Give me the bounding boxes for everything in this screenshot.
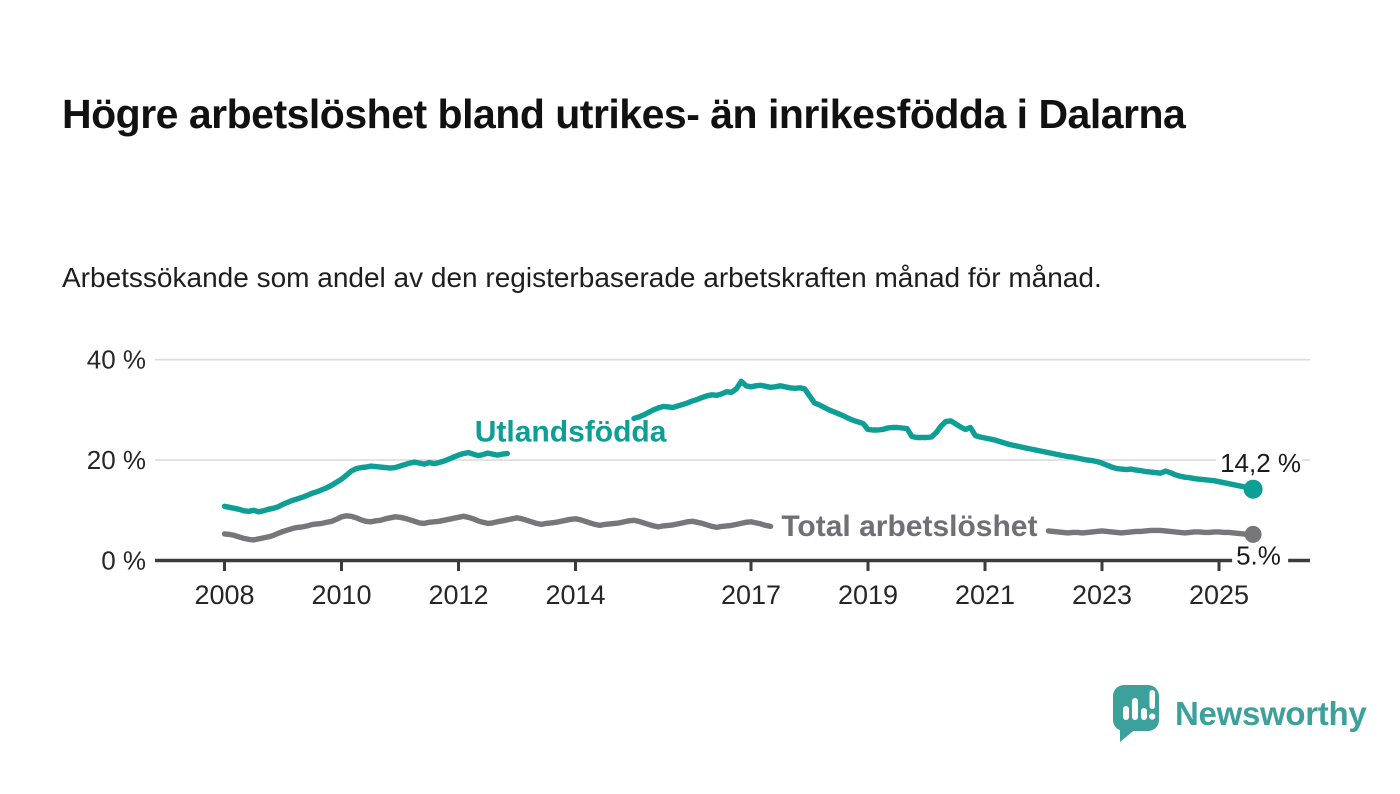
value-label-halo	[1216, 451, 1303, 479]
x-tick-label: 2023	[1072, 580, 1132, 610]
x-tick-label: 2017	[721, 580, 781, 610]
x-tick-label: 2010	[311, 580, 371, 610]
y-tick-label: 0 %	[101, 546, 146, 576]
total-end-dot	[1244, 525, 1262, 543]
x-tick-label: 2014	[545, 580, 605, 610]
total-line	[1045, 527, 1256, 538]
newsworthy-wordmark: Newsworthy	[1175, 695, 1367, 732]
utlandsfodda-line	[631, 378, 1256, 492]
x-tick-label: 2012	[428, 580, 488, 610]
total-value-label: 5.%	[1236, 540, 1281, 570]
value-label-halo	[1232, 543, 1289, 571]
utlandsfodda-value-label: 14,2 %	[1220, 448, 1301, 478]
x-tick-label: 2025	[1189, 580, 1249, 610]
newsworthy-speech-bubble-bar-chart-icon	[1113, 685, 1159, 742]
x-tick-label: 2008	[194, 580, 254, 610]
x-tick-label: 2019	[838, 580, 898, 610]
utlandsfodda-series-label: Utlandsfödda	[475, 416, 667, 449]
newsworthy-logo: Newsworthy	[1112, 684, 1367, 744]
total-series-label: Total arbetslöshet	[781, 510, 1037, 543]
y-tick-label: 20 %	[87, 445, 146, 475]
chart-subtitle: Arbetssökande som andel av den registerb…	[62, 262, 1102, 293]
x-tick-label: 2021	[955, 580, 1015, 610]
utlandsfodda-end-dot	[1243, 479, 1263, 499]
utlandsfodda-line	[221, 449, 510, 515]
total-line	[221, 513, 774, 543]
page-title: Högre arbetslöshet bland utrikes- än inr…	[62, 91, 1186, 138]
y-tick-label: 40 %	[87, 345, 146, 375]
